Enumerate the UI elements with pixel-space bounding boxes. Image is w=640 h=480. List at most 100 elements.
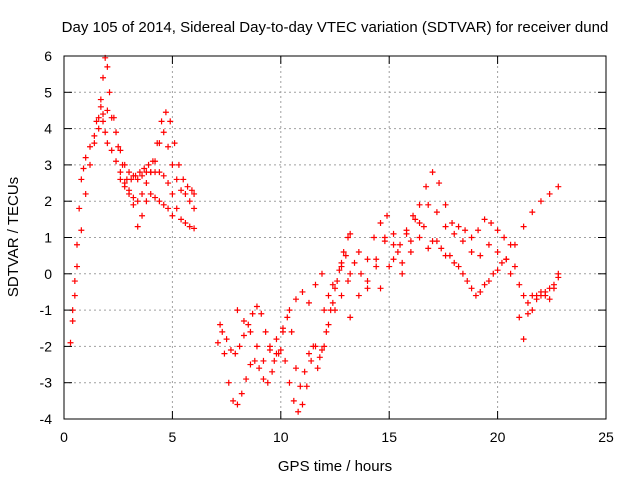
data-point <box>134 198 141 205</box>
data-point <box>130 194 137 201</box>
data-point <box>299 401 306 408</box>
data-point <box>74 263 81 270</box>
data-point <box>262 328 269 335</box>
data-point <box>308 357 315 364</box>
x-tick-label: 20 <box>490 429 506 445</box>
data-point <box>546 296 553 303</box>
data-point <box>494 267 501 274</box>
data-point <box>485 241 492 248</box>
data-point <box>152 194 159 201</box>
data-point <box>126 190 133 197</box>
data-point <box>529 307 536 314</box>
data-point <box>347 314 354 321</box>
y-tick-label: 3 <box>44 157 52 173</box>
data-point <box>511 241 518 248</box>
data-point <box>318 347 325 354</box>
data-point <box>160 129 167 136</box>
data-point <box>247 361 254 368</box>
data-point <box>394 249 401 256</box>
data-point <box>423 183 430 190</box>
data-point <box>253 343 260 350</box>
data-point <box>321 343 328 350</box>
data-point <box>533 296 540 303</box>
y-tick-label: 1 <box>44 230 52 246</box>
data-point <box>494 249 501 256</box>
data-point <box>403 230 410 237</box>
data-point <box>71 292 78 299</box>
data-point <box>91 140 98 147</box>
data-point <box>117 176 124 183</box>
data-point <box>537 288 544 295</box>
data-point <box>288 328 295 335</box>
data-point <box>117 147 124 154</box>
data-point <box>277 347 284 354</box>
data-point <box>269 368 276 375</box>
data-point <box>173 205 180 212</box>
data-point <box>104 63 111 70</box>
y-tick-label: 4 <box>44 121 52 137</box>
data-point <box>468 285 475 292</box>
data-point <box>234 307 241 314</box>
data-point <box>312 281 319 288</box>
data-point <box>217 321 224 328</box>
y-tick-label: 0 <box>44 266 52 282</box>
data-point <box>323 328 330 335</box>
data-point <box>97 103 104 110</box>
data-point <box>87 161 94 168</box>
data-point <box>537 198 544 205</box>
data-point <box>243 376 250 383</box>
data-point <box>165 143 172 150</box>
data-point <box>351 259 358 266</box>
data-point <box>121 183 128 190</box>
data-point <box>227 347 234 354</box>
data-point <box>345 234 352 241</box>
data-point <box>253 303 260 310</box>
data-point <box>373 256 380 263</box>
data-point <box>459 238 466 245</box>
data-point <box>425 201 432 208</box>
data-point <box>442 201 449 208</box>
data-point <box>175 161 182 168</box>
data-point <box>520 292 527 299</box>
data-point <box>332 307 338 314</box>
data-point <box>468 234 475 241</box>
data-point <box>438 245 445 252</box>
data-point <box>143 180 150 187</box>
x-tick-label: 15 <box>381 429 397 445</box>
data-point <box>171 140 178 147</box>
data-point <box>555 270 562 277</box>
data-point <box>139 212 146 219</box>
data-point <box>178 187 185 194</box>
data-point <box>371 234 378 241</box>
data-point <box>301 368 308 375</box>
data-point <box>104 107 111 114</box>
x-tick-label: 0 <box>60 429 68 445</box>
data-point <box>338 292 345 299</box>
data-point <box>520 336 527 343</box>
data-point <box>390 241 397 248</box>
data-point <box>139 172 146 179</box>
data-point <box>173 176 180 183</box>
data-point <box>256 365 263 372</box>
data-point <box>273 336 280 343</box>
data-point <box>78 227 85 234</box>
data-point <box>284 314 291 321</box>
data-point <box>100 111 107 118</box>
y-tick-label: -2 <box>40 338 53 354</box>
data-point <box>100 74 107 81</box>
data-point <box>186 223 193 230</box>
data-point <box>377 285 384 292</box>
data-point <box>113 129 120 136</box>
y-tick-label: -1 <box>40 302 53 318</box>
data-point <box>314 365 321 372</box>
data-point <box>102 129 109 136</box>
data-point <box>321 307 328 314</box>
data-point <box>501 234 508 241</box>
data-point <box>165 180 172 187</box>
y-axis-label: SDTVAR / TECUs <box>5 177 22 297</box>
data-point <box>249 310 256 317</box>
data-point <box>442 223 449 230</box>
data-point <box>485 278 492 285</box>
data-point <box>436 180 443 187</box>
